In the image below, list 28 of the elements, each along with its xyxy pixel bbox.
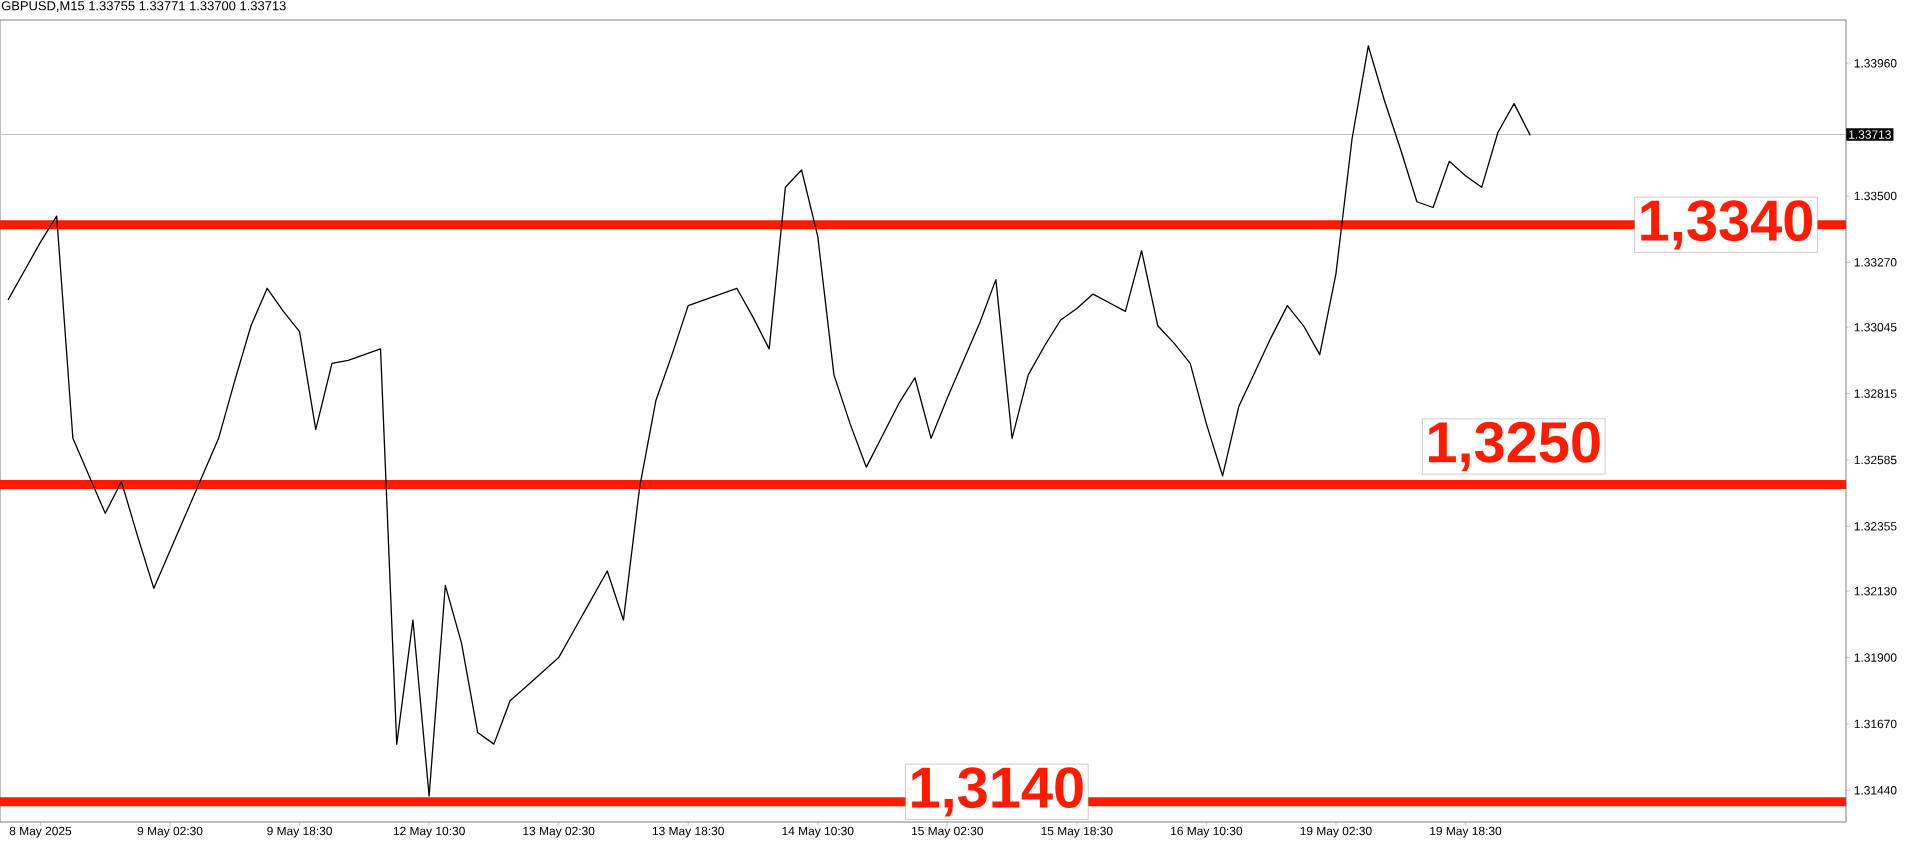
y-tick-label: 1.31900 bbox=[1854, 653, 1897, 662]
x-tick-label: 16 May 10:30 bbox=[1171, 826, 1243, 838]
y-tick-label: 1.32585 bbox=[1854, 455, 1897, 465]
ref-line-label: 1,3250 bbox=[1429, 421, 1600, 472]
ref-line-label: 1,3140 bbox=[912, 767, 1083, 817]
x-tick-label: 12 May 10:30 bbox=[393, 826, 465, 838]
y-tick-label: 1.31440 bbox=[1854, 786, 1897, 795]
x-tick-label: 19 May 02:30 bbox=[1300, 826, 1372, 838]
x-tick-label: 13 May 02:30 bbox=[523, 826, 595, 838]
y-tick-label: 1.33960 bbox=[1854, 59, 1897, 68]
x-tick-label: 15 May 18:30 bbox=[1041, 826, 1113, 838]
x-tick-label: 9 May 02:30 bbox=[137, 826, 203, 838]
x-tick-label: 8 May 2025 bbox=[9, 826, 72, 838]
ref-line-label: 1,3340 bbox=[1641, 200, 1812, 250]
x-tick-label: 13 May 18:30 bbox=[652, 826, 724, 838]
x-tick-label: 14 May 10:30 bbox=[782, 826, 854, 838]
y-tick-label: 1.32815 bbox=[1854, 389, 1897, 398]
x-tick-label: 19 May 18:30 bbox=[1430, 826, 1502, 838]
chart-title: GBPUSD,M15 1.33755 1.33771 1.33700 1.33713 bbox=[1, 1, 286, 12]
y-tick-label: 1.31670 bbox=[1854, 719, 1897, 729]
y-tick-label: 1.33500 bbox=[1854, 191, 1897, 201]
x-tick-label: 15 May 02:30 bbox=[911, 826, 984, 838]
y-tick-label: 1.32355 bbox=[1854, 522, 1897, 531]
ref-line-label: 1.33713 bbox=[1849, 130, 1891, 139]
y-tick-label: 1.33045 bbox=[1854, 323, 1897, 332]
y-tick-label: 1.32130 bbox=[1854, 586, 1897, 596]
x-tick-label: 9 May 18:30 bbox=[267, 826, 332, 838]
y-tick-label: 1.33270 bbox=[1854, 258, 1897, 267]
